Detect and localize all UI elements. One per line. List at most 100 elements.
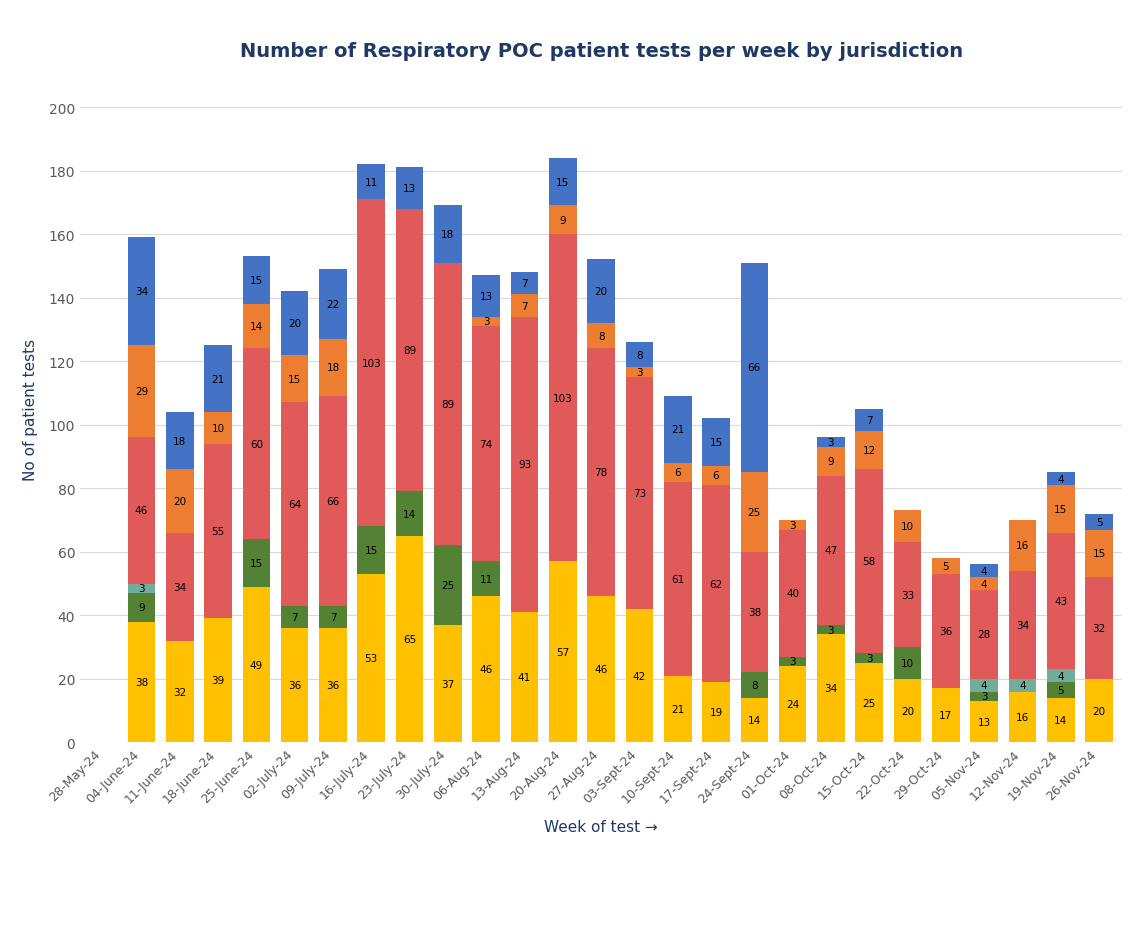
Text: 66: 66 bbox=[326, 496, 340, 506]
Text: 55: 55 bbox=[212, 526, 224, 537]
Text: 20: 20 bbox=[289, 319, 301, 328]
Text: 40: 40 bbox=[787, 588, 799, 599]
Bar bbox=[818, 438, 845, 447]
Text: 10: 10 bbox=[901, 522, 914, 532]
Bar bbox=[702, 419, 729, 466]
Bar bbox=[357, 165, 385, 200]
Text: 22: 22 bbox=[326, 300, 340, 309]
Bar bbox=[434, 625, 461, 743]
Text: 17: 17 bbox=[939, 710, 953, 721]
Text: 4: 4 bbox=[981, 681, 987, 690]
Bar bbox=[587, 324, 615, 349]
Bar bbox=[1047, 533, 1075, 669]
Bar bbox=[702, 486, 729, 683]
Text: 20: 20 bbox=[1092, 705, 1106, 716]
Text: 37: 37 bbox=[441, 679, 455, 689]
Text: 46: 46 bbox=[594, 664, 608, 675]
Text: 4: 4 bbox=[981, 579, 987, 589]
Text: 4: 4 bbox=[981, 566, 987, 576]
Text: 41: 41 bbox=[518, 672, 531, 683]
Bar bbox=[741, 698, 768, 743]
Text: 6: 6 bbox=[712, 471, 719, 481]
Text: 15: 15 bbox=[1055, 505, 1067, 514]
Text: 103: 103 bbox=[553, 393, 572, 404]
Text: 32: 32 bbox=[173, 686, 187, 697]
Title: Number of Respiratory POC patient tests per week by jurisdiction: Number of Respiratory POC patient tests … bbox=[239, 42, 963, 61]
Text: 32: 32 bbox=[1092, 624, 1106, 633]
Text: 74: 74 bbox=[480, 439, 492, 449]
Text: 73: 73 bbox=[633, 488, 646, 499]
Bar bbox=[166, 533, 194, 641]
Text: 46: 46 bbox=[135, 506, 148, 516]
Text: 39: 39 bbox=[212, 676, 224, 685]
Bar bbox=[1085, 514, 1113, 530]
Text: 11: 11 bbox=[480, 574, 492, 585]
Bar bbox=[243, 587, 270, 743]
Text: 7: 7 bbox=[521, 279, 528, 289]
Text: 3: 3 bbox=[981, 691, 987, 702]
Bar bbox=[281, 355, 308, 403]
Text: 3: 3 bbox=[866, 653, 872, 664]
Bar bbox=[357, 574, 385, 743]
Bar bbox=[971, 679, 998, 692]
Text: 3: 3 bbox=[789, 657, 796, 666]
Bar bbox=[396, 169, 424, 209]
Bar bbox=[473, 562, 500, 597]
Text: 8: 8 bbox=[598, 331, 605, 342]
Text: 15: 15 bbox=[1092, 548, 1106, 559]
Bar bbox=[894, 647, 922, 679]
Text: 103: 103 bbox=[362, 358, 381, 368]
Text: 34: 34 bbox=[824, 684, 838, 694]
Bar bbox=[894, 543, 922, 647]
Text: 29: 29 bbox=[135, 387, 148, 397]
Text: 46: 46 bbox=[480, 664, 492, 675]
Text: 15: 15 bbox=[364, 545, 378, 556]
Text: 16: 16 bbox=[1016, 712, 1029, 723]
Bar bbox=[741, 473, 768, 552]
X-axis label: Week of test →: Week of test → bbox=[544, 820, 658, 834]
Text: 12: 12 bbox=[862, 446, 876, 456]
Text: 15: 15 bbox=[250, 276, 263, 286]
Bar bbox=[511, 295, 538, 317]
Text: 7: 7 bbox=[866, 415, 872, 426]
Bar bbox=[818, 635, 845, 743]
Text: 25: 25 bbox=[748, 507, 761, 518]
Bar bbox=[741, 264, 768, 473]
Text: 3: 3 bbox=[483, 317, 490, 327]
Bar bbox=[434, 545, 461, 625]
Bar bbox=[319, 628, 347, 743]
Text: 89: 89 bbox=[441, 400, 455, 409]
Bar bbox=[434, 264, 461, 545]
Bar bbox=[779, 657, 806, 666]
Bar bbox=[473, 597, 500, 743]
Bar bbox=[127, 593, 156, 622]
Bar bbox=[319, 269, 347, 340]
Text: 14: 14 bbox=[748, 715, 761, 725]
Text: 3: 3 bbox=[789, 520, 796, 530]
Text: 15: 15 bbox=[250, 558, 263, 568]
Bar bbox=[625, 609, 653, 743]
Bar bbox=[548, 235, 577, 562]
Text: 4: 4 bbox=[1058, 474, 1064, 485]
Text: 19: 19 bbox=[710, 707, 722, 718]
Text: 60: 60 bbox=[250, 439, 263, 449]
Bar bbox=[473, 327, 500, 562]
Text: 5: 5 bbox=[1096, 517, 1103, 527]
Bar bbox=[127, 584, 156, 593]
Text: 13: 13 bbox=[480, 291, 492, 302]
Bar bbox=[357, 526, 385, 574]
Text: 58: 58 bbox=[862, 557, 876, 566]
Text: 3: 3 bbox=[828, 438, 835, 447]
Bar bbox=[281, 403, 308, 606]
Bar bbox=[971, 565, 998, 578]
Text: 20: 20 bbox=[173, 496, 187, 506]
Text: 5: 5 bbox=[942, 562, 949, 571]
Text: 49: 49 bbox=[250, 660, 263, 670]
Text: 3: 3 bbox=[828, 625, 835, 635]
Text: 8: 8 bbox=[751, 681, 758, 690]
Bar bbox=[1085, 679, 1113, 743]
Bar bbox=[281, 292, 308, 355]
Bar bbox=[1047, 698, 1075, 743]
Text: 38: 38 bbox=[135, 677, 148, 687]
Text: 9: 9 bbox=[139, 603, 144, 613]
